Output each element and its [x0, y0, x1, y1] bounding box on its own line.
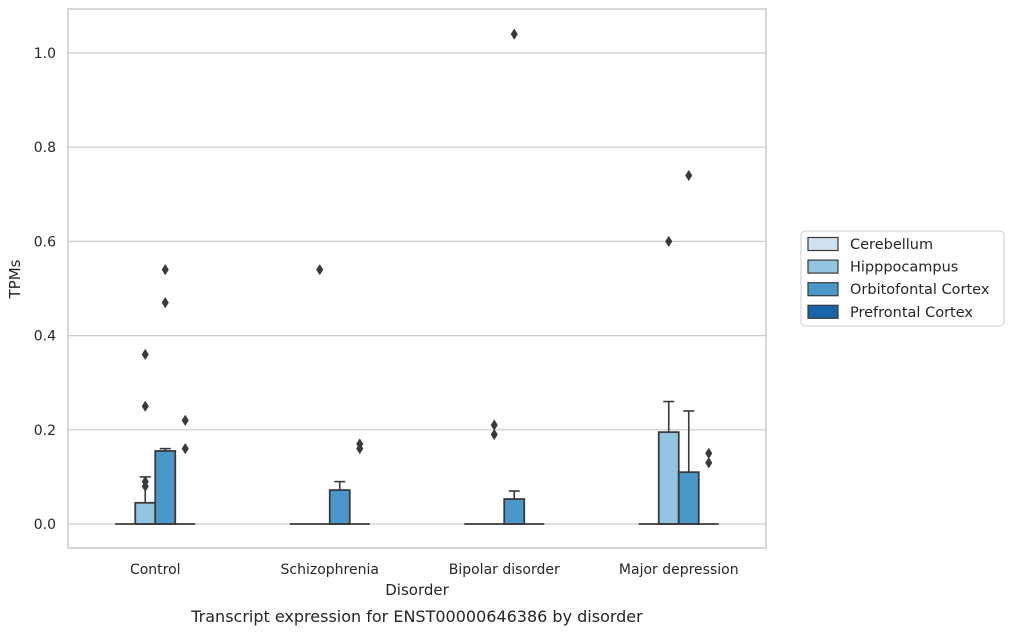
- box: [503, 498, 526, 525]
- outlier-point: [141, 348, 149, 361]
- y-tick-label: 0.0: [34, 517, 56, 533]
- y-axis-ticks: 0.0 0.2 0.4 0.6 0.8 1.0: [34, 46, 56, 533]
- legend-swatch: [807, 236, 839, 252]
- outlier-point: [181, 414, 189, 427]
- legend-swatch: [807, 282, 839, 297]
- box-group: [503, 28, 526, 525]
- box-group: [154, 263, 177, 525]
- box-group: [175, 414, 196, 525]
- y-tick-label: 0.2: [34, 423, 56, 439]
- x-tick-label: Major depression: [619, 562, 739, 578]
- outlier-point: [356, 442, 364, 455]
- outlier-point: [316, 263, 324, 276]
- box-group: [677, 169, 700, 525]
- box-group: [698, 447, 719, 525]
- box: [677, 471, 700, 525]
- legend-label: Prefrontal Cortex: [850, 305, 973, 321]
- outlier-point: [685, 169, 693, 182]
- box: [134, 501, 157, 525]
- outlier-point: [161, 296, 169, 309]
- box-group: [309, 263, 330, 525]
- outlier-point: [705, 447, 713, 460]
- outlier-point: [141, 480, 149, 492]
- outlier-point: [161, 263, 169, 276]
- outlier-point: [141, 400, 149, 412]
- legend-label: Cerebellum: [850, 237, 933, 253]
- box: [328, 489, 351, 525]
- chart-caption: Transcript expression for ENST0000064638…: [190, 607, 643, 626]
- box: [154, 450, 177, 525]
- box: [657, 431, 680, 525]
- outlier-point: [490, 419, 498, 431]
- outlier-point: [665, 235, 673, 248]
- outlier-point: [510, 28, 518, 40]
- x-axis-ticks: Control Schizophrenia Bipolar disorder Majo…: [130, 562, 739, 578]
- box-group: [484, 419, 505, 525]
- y-tick-label: 0.4: [34, 329, 56, 345]
- x-tick-label: Control: [130, 562, 181, 578]
- box-plot-marks: [115, 28, 719, 525]
- y-axis-title: TPMs: [6, 259, 24, 299]
- box-group: [349, 438, 370, 525]
- box-group: [328, 480, 351, 525]
- outlier-point: [705, 457, 713, 469]
- legend-items: Cerebellum Hipppocampus Orbitofontal Corte…: [807, 236, 990, 321]
- y-tick-label: 0.6: [34, 234, 56, 250]
- plot-frame: [67, 8, 767, 549]
- x-tick-label: Schizophrenia: [281, 562, 379, 578]
- outlier-point: [181, 442, 189, 455]
- outlier-point: [490, 428, 498, 441]
- legend-swatch: [807, 259, 839, 274]
- legend-label: Orbitofontal Cortex: [850, 282, 990, 298]
- box-group: [134, 348, 157, 525]
- legend-swatch: [807, 304, 839, 319]
- legend-frame: [800, 230, 1005, 327]
- box-group: [657, 235, 680, 525]
- legend: Cerebellum Hipppocampus Orbitofontal Corte…: [800, 230, 1005, 327]
- x-tick-label: Bipolar disorder: [449, 562, 560, 578]
- y-tick-label: 1.0: [34, 46, 56, 62]
- x-axis-title: Disorder: [385, 581, 449, 599]
- legend-label: Hipppocampus: [850, 260, 958, 276]
- y-tick-label: 0.8: [34, 140, 56, 156]
